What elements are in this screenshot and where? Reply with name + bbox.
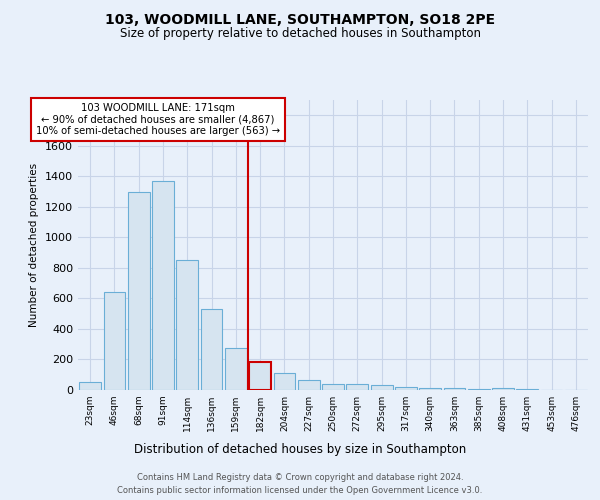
Bar [468, 389, 490, 390]
Y-axis label: Number of detached properties: Number of detached properties [29, 163, 40, 327]
Text: 103, WOODMILL LANE, SOUTHAMPTON, SO18 2PE: 103, WOODMILL LANE, SOUTHAMPTON, SO18 2P… [105, 12, 495, 26]
Bar [200, 309, 223, 390]
Bar [492, 388, 514, 390]
Bar [443, 388, 466, 390]
Bar [128, 192, 149, 390]
Bar [517, 389, 538, 390]
Bar [371, 386, 392, 390]
Text: 103 WOODMILL LANE: 171sqm
← 90% of detached houses are smaller (4,867)
10% of se: 103 WOODMILL LANE: 171sqm ← 90% of detac… [36, 103, 280, 136]
Bar [298, 380, 320, 390]
Bar [152, 181, 174, 390]
Bar [104, 292, 125, 390]
Bar [225, 348, 247, 390]
Bar [249, 362, 271, 390]
Text: Size of property relative to detached houses in Southampton: Size of property relative to detached ho… [119, 28, 481, 40]
Bar [176, 260, 198, 390]
Bar [322, 384, 344, 390]
Bar [419, 388, 441, 390]
Bar [395, 387, 417, 390]
Bar [346, 384, 368, 390]
Text: Contains HM Land Registry data © Crown copyright and database right 2024.: Contains HM Land Registry data © Crown c… [137, 472, 463, 482]
Text: Contains public sector information licensed under the Open Government Licence v3: Contains public sector information licen… [118, 486, 482, 495]
Bar [274, 373, 295, 390]
Bar [79, 382, 101, 390]
Text: Distribution of detached houses by size in Southampton: Distribution of detached houses by size … [134, 442, 466, 456]
